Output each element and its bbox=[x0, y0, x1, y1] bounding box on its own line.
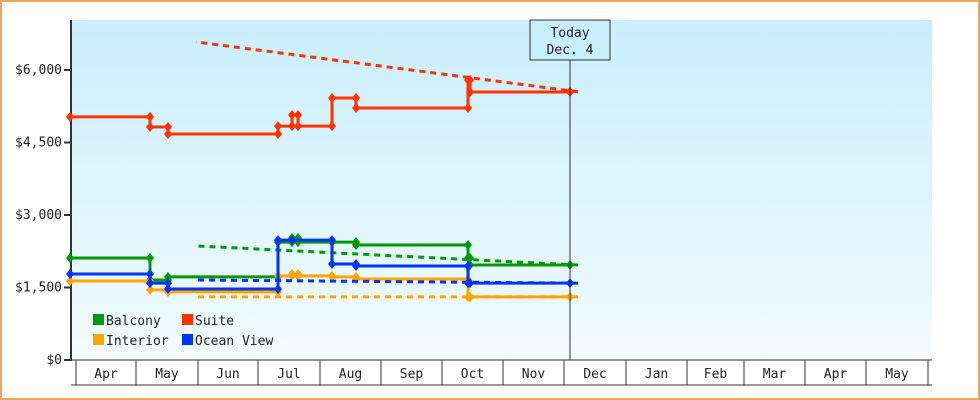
x-tick-label: Aug bbox=[339, 367, 362, 382]
legend-item: Ocean View bbox=[182, 334, 273, 349]
legend-swatch bbox=[182, 334, 193, 345]
data-point[interactable] bbox=[274, 121, 282, 132]
today-label: Today bbox=[550, 26, 589, 41]
x-tick-label: Jul bbox=[277, 367, 300, 382]
data-point[interactable] bbox=[146, 268, 154, 279]
x-tick-label: Feb bbox=[704, 367, 728, 382]
data-point[interactable] bbox=[466, 291, 474, 302]
legend-swatch bbox=[93, 334, 104, 345]
x-tick-label: May bbox=[885, 367, 909, 382]
y-tick-label: $0 bbox=[46, 353, 62, 368]
x-tick-label: Dec bbox=[583, 367, 606, 382]
data-point[interactable] bbox=[146, 253, 154, 264]
x-tick-label: Sep bbox=[400, 367, 424, 382]
x-tick-label: Jan bbox=[645, 367, 668, 382]
data-point[interactable] bbox=[146, 278, 154, 289]
data-point[interactable] bbox=[466, 75, 474, 86]
data-point[interactable] bbox=[464, 260, 472, 271]
projection-line bbox=[195, 244, 579, 267]
legend-label: Balcony bbox=[106, 314, 161, 329]
data-point[interactable] bbox=[66, 275, 74, 286]
plot-area bbox=[71, 20, 932, 360]
legend-label: Suite bbox=[195, 314, 234, 329]
data-point[interactable] bbox=[288, 268, 296, 279]
data-point[interactable] bbox=[294, 109, 302, 120]
data-point[interactable] bbox=[294, 121, 302, 132]
data-point[interactable] bbox=[352, 102, 360, 113]
data-point[interactable] bbox=[294, 270, 302, 281]
projection-line bbox=[195, 40, 579, 94]
y-tick-label: $1,500 bbox=[15, 281, 62, 296]
legend-swatch bbox=[182, 314, 193, 325]
data-point[interactable] bbox=[66, 253, 74, 264]
data-point[interactable] bbox=[288, 235, 296, 246]
x-tick-label: Oct bbox=[461, 367, 484, 382]
data-point[interactable] bbox=[164, 271, 172, 282]
data-point[interactable] bbox=[466, 278, 474, 289]
series-ocean-view bbox=[66, 235, 579, 294]
x-tick-label: Jun bbox=[216, 367, 239, 382]
data-point[interactable] bbox=[328, 259, 336, 270]
data-point[interactable] bbox=[466, 253, 474, 264]
data-point[interactable] bbox=[274, 128, 282, 139]
data-point[interactable] bbox=[328, 121, 336, 132]
data-point[interactable] bbox=[164, 122, 172, 133]
data-point[interactable] bbox=[328, 93, 336, 104]
series-suite bbox=[66, 40, 579, 139]
data-point[interactable] bbox=[288, 109, 296, 120]
data-point[interactable] bbox=[328, 271, 336, 282]
x-tick-label: Apr bbox=[94, 367, 118, 382]
data-point[interactable] bbox=[288, 121, 296, 132]
data-point[interactable] bbox=[164, 128, 172, 139]
data-point[interactable] bbox=[352, 260, 360, 271]
legend-label: Interior bbox=[106, 334, 169, 349]
today-date: Dec. 4 bbox=[547, 43, 594, 58]
y-tick-label: $6,000 bbox=[15, 63, 62, 78]
data-point[interactable] bbox=[274, 235, 282, 246]
x-tick-label: Apr bbox=[824, 367, 848, 382]
y-tick-label: $4,500 bbox=[15, 136, 62, 151]
data-point[interactable] bbox=[328, 235, 336, 246]
data-point[interactable] bbox=[146, 111, 154, 122]
data-point[interactable] bbox=[66, 111, 74, 122]
data-point[interactable] bbox=[352, 93, 360, 104]
x-tick-label: Mar bbox=[763, 367, 787, 382]
data-point[interactable] bbox=[352, 239, 360, 250]
legend-item: Interior bbox=[93, 334, 169, 349]
data-point[interactable] bbox=[164, 278, 172, 289]
series-line bbox=[70, 238, 570, 291]
data-point[interactable] bbox=[464, 102, 472, 113]
today-marker: Today Dec. 4 bbox=[529, 19, 611, 360]
data-point[interactable] bbox=[274, 283, 282, 294]
legend-swatch bbox=[93, 314, 104, 325]
data-point[interactable] bbox=[146, 122, 154, 133]
data-point[interactable] bbox=[146, 284, 154, 295]
legend-label: Ocean View bbox=[195, 334, 273, 349]
data-point[interactable] bbox=[164, 283, 172, 294]
x-tick-label: May bbox=[155, 367, 179, 382]
data-point[interactable] bbox=[466, 86, 474, 97]
y-tick-label: $3,000 bbox=[15, 208, 62, 223]
data-point[interactable] bbox=[66, 268, 74, 279]
projection-line bbox=[195, 278, 579, 285]
legend-item: Suite bbox=[182, 314, 234, 329]
legend-item: Balcony bbox=[93, 314, 161, 329]
x-tick-label: Nov bbox=[522, 367, 546, 382]
data-point[interactable] bbox=[464, 239, 472, 250]
legend: Balcony Suite Interior Ocean View bbox=[93, 314, 273, 349]
